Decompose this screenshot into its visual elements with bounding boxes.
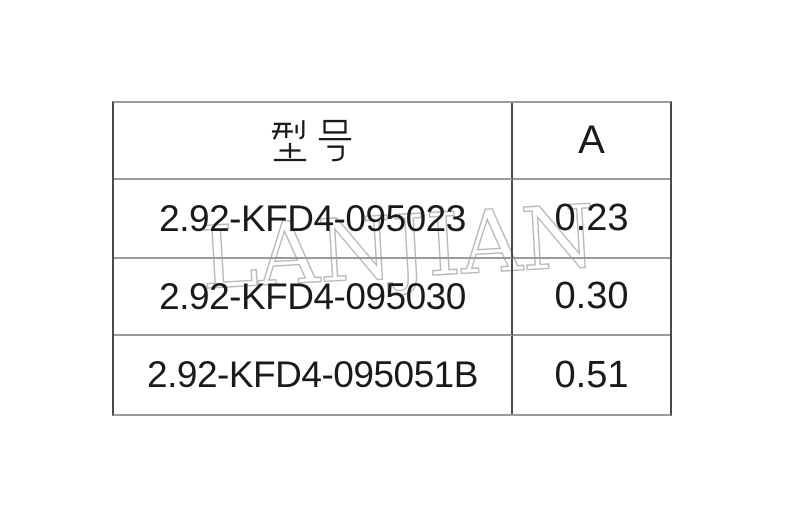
model-number: 2.92-KFD4-095051B: [147, 354, 478, 395]
a-value: 0.30: [554, 275, 629, 317]
a-value: 0.23: [554, 197, 629, 239]
spec-table: 型号: [112, 101, 672, 416]
table-row-1-model: 2.92-KFD4-095023: [114, 180, 513, 259]
a-value: 0.51: [554, 353, 629, 396]
value-header-label: A: [578, 118, 605, 162]
table-row-3-value: 0.51: [513, 336, 670, 414]
glyph-xing: [271, 119, 307, 161]
model-number: 2.92-KFD4-095023: [159, 197, 466, 239]
table-row-2-value: 0.30: [513, 259, 670, 336]
table-row-3-model: 2.92-KFD4-095051B: [114, 336, 513, 414]
table-row-1-value: 0.23: [513, 180, 670, 259]
model-number: 2.92-KFD4-095030: [159, 275, 466, 317]
header-cell-model: 型号: [114, 103, 513, 180]
table-row-2-model: 2.92-KFD4-095030: [114, 259, 513, 336]
glyph-hao: [318, 119, 352, 161]
header-cell-a: A: [513, 103, 670, 180]
model-header-glyphs: [271, 119, 354, 163]
